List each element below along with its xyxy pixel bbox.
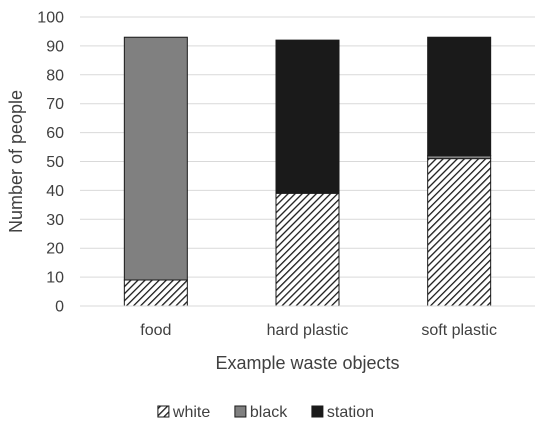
legend-label-black: black <box>250 404 288 421</box>
bar-black-food <box>123 36 188 281</box>
y-tick-label: 10 <box>46 270 64 287</box>
bar-station-soft-plastic <box>427 36 492 157</box>
y-tick-label: 80 <box>46 67 64 84</box>
y-axis-tick-labels: 0 10 20 30 40 50 60 70 80 90 100 <box>37 10 64 316</box>
legend-swatch-station <box>311 405 324 418</box>
y-tick-label: 20 <box>46 241 64 258</box>
x-category-label: hard plastic <box>267 322 349 339</box>
y-tick-label: 30 <box>46 212 64 229</box>
y-tick-label: 70 <box>46 96 64 113</box>
y-tick-label: 90 <box>46 38 64 55</box>
y-tick-label: 0 <box>55 299 64 316</box>
y-tick-label: 100 <box>37 10 64 27</box>
legend-swatch-white <box>157 405 170 418</box>
bar-station-hard-plastic <box>275 39 340 194</box>
y-tick-label: 40 <box>46 183 64 200</box>
y-tick-label: 50 <box>46 154 64 171</box>
x-axis-title: Example waste objects <box>215 353 399 373</box>
legend-label-station: station <box>327 404 374 421</box>
legend: white black station <box>157 404 374 421</box>
y-tick-label: 60 <box>46 125 64 142</box>
legend-label-white: white <box>172 404 210 421</box>
bars <box>123 36 492 307</box>
y-axis-title: Number of people <box>6 90 26 233</box>
x-category-label: soft plastic <box>421 322 497 339</box>
bar-white-hard-plastic <box>275 192 340 307</box>
x-axis-category-labels: food hard plastic soft plastic <box>140 322 497 339</box>
bar-white-soft-plastic <box>427 158 492 307</box>
x-category-label: food <box>140 322 171 339</box>
bar-white-food <box>123 279 188 307</box>
legend-swatch-black <box>234 405 247 418</box>
